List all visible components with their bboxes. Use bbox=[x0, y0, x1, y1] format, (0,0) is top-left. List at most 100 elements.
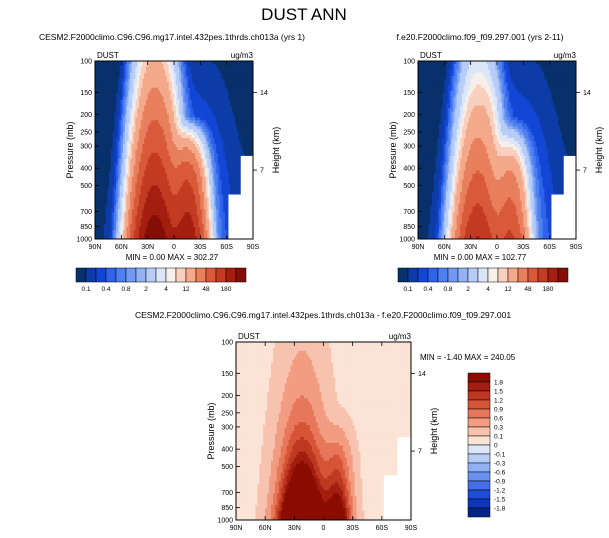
contour-cell bbox=[242, 75, 245, 80]
contour-cell bbox=[237, 141, 240, 145]
contour-cell bbox=[112, 69, 115, 74]
contour-cell bbox=[105, 75, 108, 80]
contour-cell bbox=[207, 176, 210, 181]
contour-cell bbox=[151, 185, 154, 190]
contour-cell bbox=[186, 61, 189, 65]
contour-cell bbox=[137, 200, 140, 204]
contour-cell bbox=[114, 81, 117, 86]
contour-cell bbox=[124, 188, 128, 193]
contour-cell bbox=[231, 161, 235, 166]
contour-cell bbox=[217, 114, 221, 118]
contour-cell bbox=[233, 185, 237, 190]
contour-cell bbox=[247, 161, 251, 166]
contour-cell bbox=[179, 75, 182, 80]
contour-cell bbox=[144, 167, 147, 172]
contour-cell bbox=[186, 203, 189, 207]
contour-cell bbox=[249, 72, 252, 77]
contour-cell bbox=[219, 167, 222, 172]
contour-cell bbox=[186, 105, 189, 110]
contour-cell bbox=[181, 182, 184, 187]
contour-cell bbox=[109, 129, 112, 133]
contour-cell bbox=[100, 135, 103, 139]
contour-cell bbox=[191, 170, 194, 175]
contour-cell bbox=[144, 158, 147, 163]
contour-cell bbox=[223, 155, 226, 160]
contour-cell bbox=[226, 155, 230, 160]
contour-cell bbox=[216, 173, 219, 178]
contour-cell bbox=[175, 102, 179, 107]
contour-cell bbox=[251, 215, 253, 219]
contour-cell bbox=[154, 111, 158, 115]
contour-cell bbox=[184, 141, 187, 145]
contour-cell bbox=[124, 66, 128, 71]
contour-cell bbox=[135, 147, 138, 151]
contour-cell bbox=[217, 203, 221, 207]
contour-cell bbox=[177, 144, 180, 148]
contour-cell bbox=[96, 206, 100, 210]
contour-cell bbox=[147, 155, 151, 160]
contour-cell bbox=[221, 179, 224, 184]
contour-cell bbox=[184, 81, 187, 86]
contour-cell bbox=[137, 72, 140, 77]
contour-cell bbox=[182, 69, 186, 74]
contour-cell bbox=[196, 93, 200, 98]
contour-cell bbox=[103, 147, 107, 151]
contour-cell bbox=[95, 188, 98, 193]
contour-cell bbox=[109, 206, 112, 210]
contour-cell bbox=[145, 132, 149, 136]
panel-title: CESM2.F2000climo.C96.C96.mg17.intel.432p… bbox=[39, 32, 305, 42]
contour-cell bbox=[98, 173, 101, 178]
contour-cell bbox=[188, 194, 191, 199]
contour-cell bbox=[240, 90, 244, 95]
contour-cell bbox=[98, 188, 101, 193]
contour-cell bbox=[102, 147, 105, 151]
contour-cell bbox=[200, 102, 203, 107]
contour-cell bbox=[114, 90, 117, 95]
contour-cell bbox=[168, 176, 172, 181]
contour-cell bbox=[249, 135, 252, 139]
contour-cell bbox=[231, 99, 235, 104]
contour-cell bbox=[196, 161, 200, 166]
contour-cell bbox=[145, 206, 149, 210]
contour-cell bbox=[175, 61, 179, 65]
contour-cell bbox=[126, 147, 129, 151]
contour-cell bbox=[128, 102, 131, 107]
contour-cell bbox=[100, 126, 103, 130]
contour-cell bbox=[149, 61, 152, 65]
contour-cell bbox=[196, 99, 200, 104]
contour-cell bbox=[138, 84, 142, 89]
contour-cell bbox=[110, 185, 114, 190]
contour-cell bbox=[137, 117, 140, 121]
contour-cell bbox=[154, 176, 158, 181]
contour-cell bbox=[170, 84, 173, 89]
contour-cell bbox=[140, 150, 143, 154]
contour-cell bbox=[231, 155, 235, 160]
contour-cell bbox=[221, 182, 224, 187]
contour-cell bbox=[219, 158, 222, 163]
contour-cell bbox=[151, 155, 154, 160]
contour-cell bbox=[230, 111, 233, 115]
contour-cell bbox=[251, 176, 253, 181]
contour-cell bbox=[251, 150, 253, 154]
contour-cell bbox=[144, 114, 147, 118]
contour-cell bbox=[189, 173, 193, 178]
contour-cell bbox=[221, 123, 224, 127]
contour-cell bbox=[203, 78, 207, 83]
contour-cell bbox=[175, 179, 179, 184]
contour-cell bbox=[191, 147, 194, 151]
contour-cell bbox=[130, 102, 133, 107]
contour-cell bbox=[149, 126, 152, 130]
contour-cell bbox=[135, 90, 138, 95]
contour-cell bbox=[228, 93, 231, 98]
contour-cell bbox=[124, 102, 128, 107]
contour-cell bbox=[247, 212, 251, 216]
contour-cell bbox=[210, 197, 214, 202]
contour-cell bbox=[156, 123, 159, 127]
contour-cell bbox=[175, 176, 179, 181]
contour-cell bbox=[245, 155, 249, 160]
contour-cell bbox=[216, 158, 219, 163]
contour-cell bbox=[233, 105, 237, 110]
contour-cell bbox=[223, 123, 226, 127]
contour-cell bbox=[217, 150, 221, 154]
contour-cell bbox=[221, 155, 224, 160]
